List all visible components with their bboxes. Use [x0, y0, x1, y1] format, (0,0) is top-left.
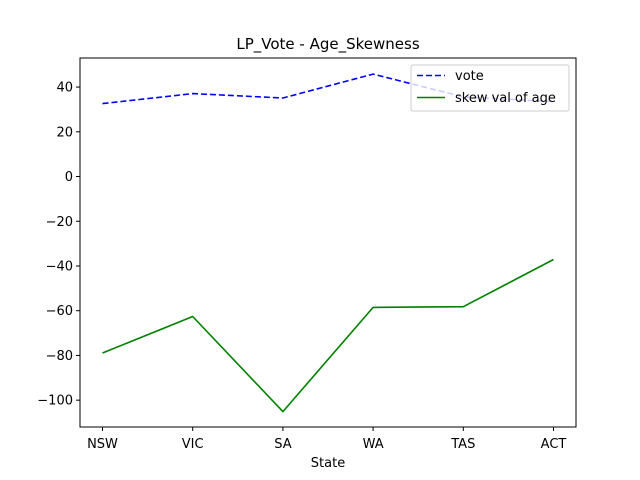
y-tick-label: −20	[46, 215, 73, 230]
y-tick-label: 40	[56, 81, 73, 96]
series-layer	[102, 73, 554, 413]
x-tick-label: WA	[363, 437, 384, 452]
x-tick-label: SA	[274, 437, 291, 452]
plot-frame	[79, 57, 577, 428]
chart-title: LP_Vote - Age_Skewness	[236, 35, 419, 54]
x-tick-label: TAS	[450, 437, 475, 452]
legend-label: vote	[455, 69, 484, 84]
y-tick-label: 0	[65, 170, 73, 185]
x-axis: NSW VIC SA WA TAS ACT	[87, 427, 566, 452]
legend-box	[410, 64, 570, 112]
x-axis-label: State	[311, 456, 345, 471]
y-tick-label: −100	[37, 394, 73, 409]
legend: vote skew val of age	[410, 64, 570, 112]
y-tick-label: 20	[56, 125, 73, 140]
y-tick-label: −60	[46, 304, 73, 319]
x-tick-label: NSW	[87, 437, 118, 452]
y-axis: 40 20 0 −20 −40 −60 −80 −100	[37, 81, 80, 409]
y-tick-label: −40	[46, 259, 73, 274]
x-tick-label: VIC	[182, 437, 204, 452]
legend-label: skew val of age	[455, 91, 556, 106]
x-tick-label: ACT	[541, 437, 567, 452]
y-tick-label: −80	[46, 349, 73, 364]
series-line-skew-val-of-age	[102, 258, 554, 413]
